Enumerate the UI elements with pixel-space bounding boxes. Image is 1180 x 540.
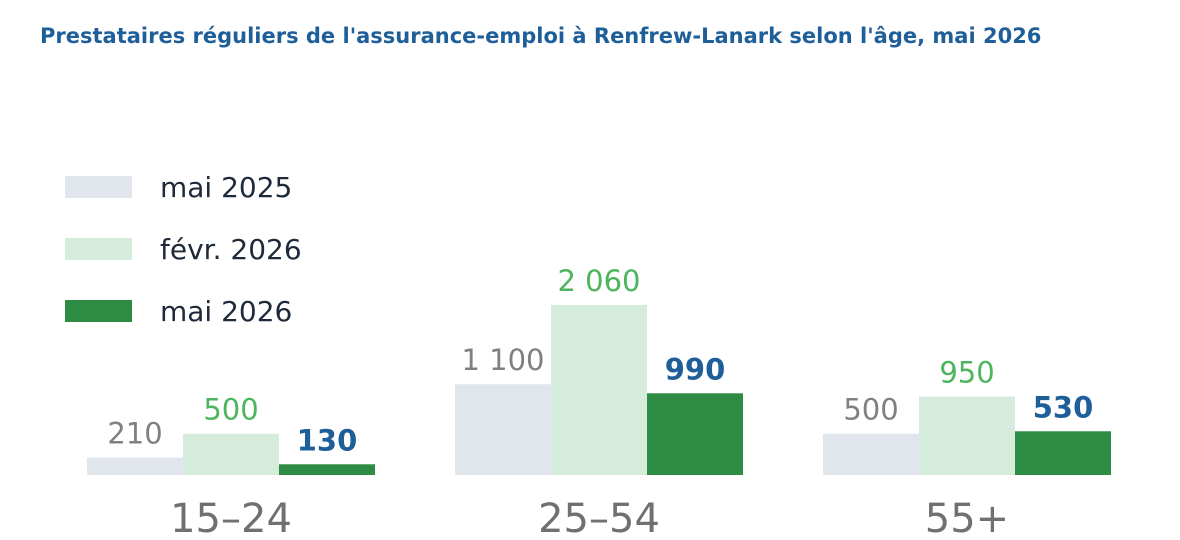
legend-swatch [65, 238, 132, 260]
bar [551, 305, 647, 475]
chart-title: Prestataires réguliers de l'assurance-em… [40, 24, 1042, 48]
bar [919, 396, 1015, 475]
legend-label: mai 2025 [160, 171, 292, 204]
data-label: 500 [843, 393, 898, 427]
data-label: 530 [1033, 390, 1094, 424]
bar [87, 457, 183, 475]
legend-swatch [65, 176, 132, 198]
data-label: 950 [939, 356, 994, 390]
category-label: 15–24 [170, 496, 292, 540]
bar [823, 433, 919, 475]
data-label: 2 060 [557, 264, 640, 298]
category-label: 55+ [925, 496, 1009, 540]
data-label: 500 [203, 393, 258, 427]
bar [1015, 431, 1111, 475]
legend-label: mai 2026 [160, 295, 292, 328]
data-label: 130 [297, 423, 358, 457]
legend-label: févr. 2026 [160, 233, 302, 266]
legend-swatch [65, 300, 132, 322]
bar [455, 384, 551, 475]
bar [183, 433, 279, 475]
category-label: 25–54 [538, 496, 660, 540]
bar [279, 464, 375, 475]
data-label: 210 [107, 417, 162, 451]
bar [647, 393, 743, 475]
data-label: 990 [665, 352, 726, 386]
data-label: 1 100 [461, 343, 544, 377]
